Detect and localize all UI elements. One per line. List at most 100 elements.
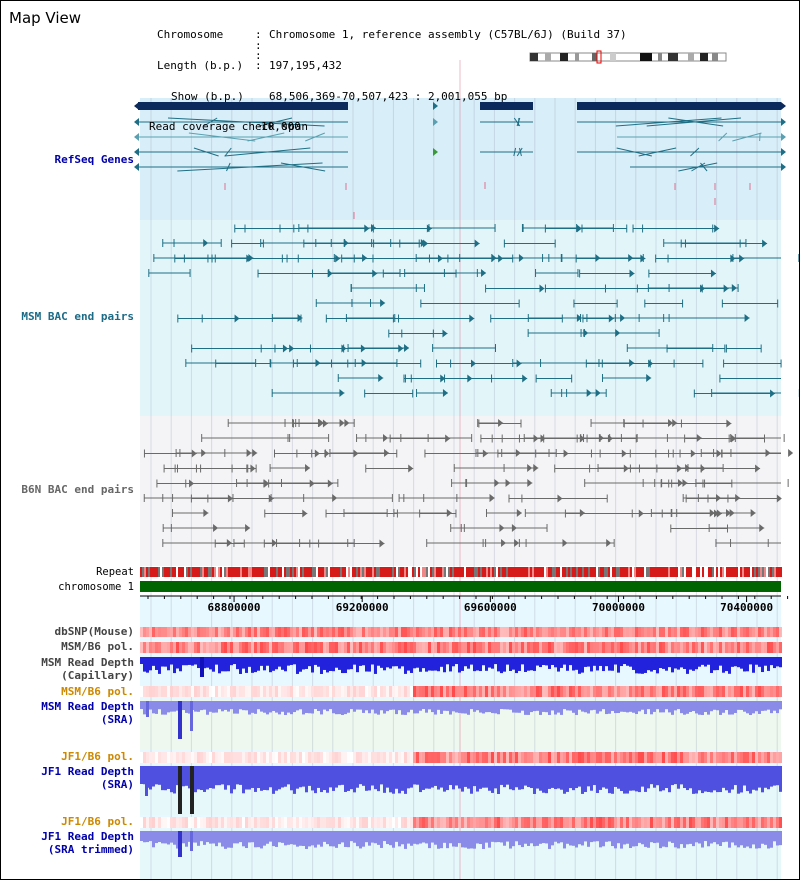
repeat-segment (196, 567, 198, 577)
heat-cell (173, 752, 176, 763)
jf1-b6-pol-label-2[interactable]: JF1/B6 pol. (61, 815, 134, 828)
depth-bar (404, 831, 407, 849)
depth-bar (479, 701, 482, 713)
repeat-segment (650, 567, 652, 577)
heat-cell (266, 752, 269, 763)
repeat-segment (156, 567, 158, 577)
heat-cell (455, 642, 458, 653)
heat-cell (407, 752, 410, 763)
bac-end-arrow (437, 254, 443, 263)
depth-bar (506, 701, 509, 710)
repeat-label[interactable]: Repeat (96, 566, 134, 578)
depth-bar (266, 657, 269, 666)
heat-cell (239, 817, 242, 828)
depth-bar (674, 766, 677, 785)
heat-cell (596, 627, 599, 637)
depth-bar (725, 766, 728, 791)
depth-bar (239, 831, 242, 843)
depth-bar (575, 831, 578, 848)
repeat-segment (362, 567, 364, 577)
heat-cell (269, 627, 272, 637)
depth-bar (167, 831, 170, 845)
depth-bar (398, 701, 401, 711)
dbsnp-label[interactable]: dbSNP(Mouse) (54, 625, 134, 638)
depth-bar (356, 831, 359, 847)
heat-cell (722, 627, 725, 637)
depth-bar (434, 766, 437, 786)
depth-bar (275, 657, 278, 670)
heat-cell (440, 817, 443, 828)
repeat-segment (154, 567, 156, 577)
depth-bar (194, 831, 197, 843)
repeat-segment (670, 567, 672, 577)
repeat-segment (180, 567, 182, 577)
repeat-track (140, 567, 782, 577)
depth-bar (554, 701, 557, 715)
heat-cell (389, 817, 392, 828)
heat-cell (320, 817, 323, 828)
heat-cell (398, 642, 401, 653)
depth-bar (473, 701, 476, 712)
repeat-segment (142, 567, 144, 577)
msm-depth-sra-label[interactable]: MSM Read Depth (SRA) (41, 701, 134, 726)
heat-cell (491, 642, 494, 653)
depth-bar (707, 701, 710, 715)
heat-cell (152, 817, 155, 828)
heat-cell (557, 627, 560, 637)
depth-bar (329, 657, 332, 671)
heat-cell (368, 817, 371, 828)
heat-cell (593, 627, 596, 637)
ideogram-band (668, 53, 678, 61)
repeat-segment (302, 567, 304, 577)
depth-bar (251, 831, 254, 843)
heat-cell (413, 642, 416, 653)
repeat-segment (228, 567, 230, 577)
repeat-segment (398, 567, 400, 577)
heat-cell (722, 817, 725, 828)
jf1-b6-pol-label-1[interactable]: JF1/B6 pol. (61, 750, 134, 763)
heat-cell (710, 752, 713, 763)
depth-bar (470, 831, 473, 849)
heat-cell (380, 627, 383, 637)
jf1-depth-trimmed-label[interactable]: JF1 Read Depth (SRA trimmed) (41, 831, 134, 856)
heat-cell (638, 686, 641, 697)
heat-cell (335, 627, 338, 637)
msm-depth-capillary-label[interactable]: MSM Read Depth (Capillary) (41, 657, 134, 682)
msm-b6-pol-label-2[interactable]: MSM/B6 pol. (61, 685, 134, 698)
depth-bar (719, 766, 722, 793)
heat-cell (737, 686, 740, 697)
heat-cell (377, 642, 380, 653)
repeat-segment (562, 567, 564, 577)
msm-b6-pol-label-1[interactable]: MSM/B6 pol. (61, 640, 134, 653)
depth-bar (212, 701, 215, 713)
heat-cell (737, 627, 740, 637)
repeat-segment (402, 567, 404, 577)
depth-bar (656, 701, 659, 710)
heat-cell (731, 642, 734, 653)
repeat-segment (434, 567, 436, 577)
repeat-segment (502, 567, 504, 577)
msm-bac-label[interactable]: MSM BAC end pairs (21, 310, 134, 323)
repeat-segment (410, 567, 412, 577)
repeat-segment (700, 567, 702, 577)
depth-bar (515, 831, 518, 842)
depth-bar (755, 831, 758, 849)
chromosome-label[interactable]: chromosome 1 (58, 581, 134, 593)
depth-bar (356, 701, 359, 710)
refseq-label[interactable]: RefSeq Genes (54, 153, 134, 166)
depth-bar (272, 766, 275, 794)
depth-bar (629, 766, 632, 791)
heat-cell (434, 642, 437, 653)
b6n-bac-label[interactable]: B6N BAC end pairs (21, 483, 134, 496)
depth-bar (755, 766, 758, 791)
jf1-depth-sra-label[interactable]: JF1 Read Depth (SRA) (41, 766, 134, 791)
depth-bar (263, 766, 266, 790)
heat-cell (446, 642, 449, 653)
heat-cell (245, 752, 248, 763)
depth-bar (389, 701, 392, 710)
heat-cell (407, 627, 410, 637)
repeat-segment (774, 567, 776, 577)
depth-bar (365, 701, 368, 711)
